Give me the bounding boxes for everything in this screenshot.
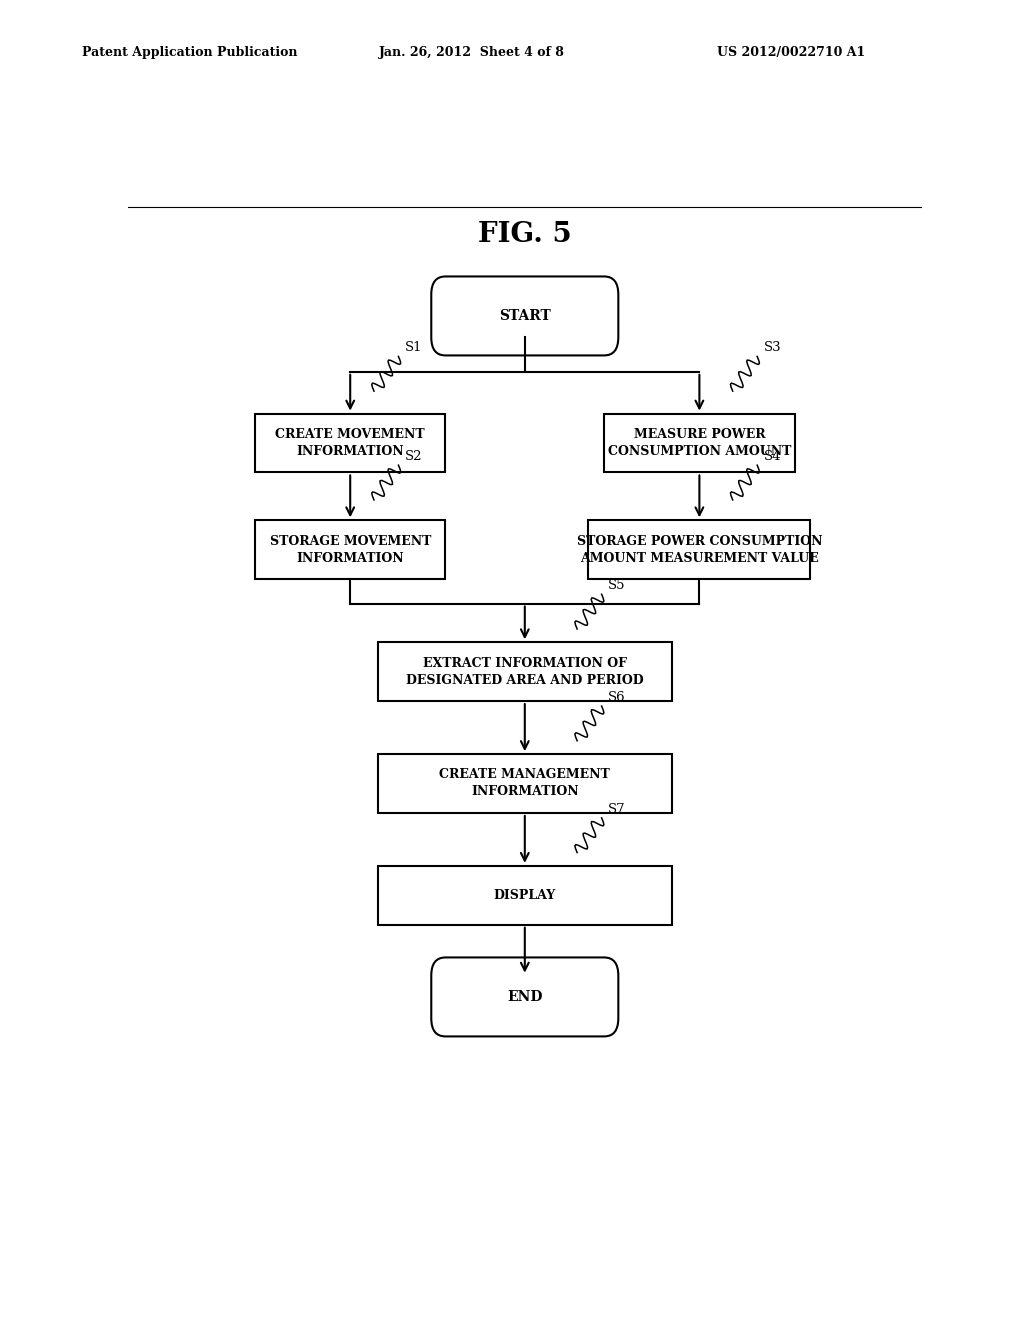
Text: STORAGE MOVEMENT
INFORMATION: STORAGE MOVEMENT INFORMATION [269, 535, 431, 565]
Bar [255, 520, 445, 579]
Bar [604, 413, 795, 473]
Bar [378, 866, 672, 925]
Text: Jan. 26, 2012  Sheet 4 of 8: Jan. 26, 2012 Sheet 4 of 8 [379, 46, 565, 59]
Text: S6: S6 [608, 690, 626, 704]
Text: DISPLAY: DISPLAY [494, 888, 556, 902]
Text: END: END [507, 990, 543, 1005]
Text: MEASURE POWER
CONSUMPTION AMOUNT: MEASURE POWER CONSUMPTION AMOUNT [607, 428, 792, 458]
Text: Patent Application Publication: Patent Application Publication [82, 46, 297, 59]
Bar [378, 754, 672, 813]
Text: S2: S2 [404, 450, 422, 463]
Bar [378, 643, 672, 701]
Text: S7: S7 [608, 803, 626, 816]
Text: S1: S1 [404, 342, 422, 354]
Text: START: START [499, 309, 551, 323]
Bar [588, 520, 811, 579]
Text: STORAGE POWER CONSUMPTION
AMOUNT MEASUREMENT VALUE: STORAGE POWER CONSUMPTION AMOUNT MEASURE… [577, 535, 822, 565]
Text: S5: S5 [608, 579, 626, 593]
Text: FIG. 5: FIG. 5 [478, 222, 571, 248]
FancyBboxPatch shape [431, 957, 618, 1036]
Text: CREATE MANAGEMENT
INFORMATION: CREATE MANAGEMENT INFORMATION [439, 768, 610, 799]
Text: CREATE MOVEMENT
INFORMATION: CREATE MOVEMENT INFORMATION [275, 428, 425, 458]
Text: S4: S4 [764, 450, 781, 463]
FancyBboxPatch shape [431, 276, 618, 355]
Text: EXTRACT INFORMATION OF
DESIGNATED AREA AND PERIOD: EXTRACT INFORMATION OF DESIGNATED AREA A… [406, 656, 644, 686]
Text: US 2012/0022710 A1: US 2012/0022710 A1 [717, 46, 865, 59]
Text: S3: S3 [764, 342, 781, 354]
Bar [255, 413, 445, 473]
